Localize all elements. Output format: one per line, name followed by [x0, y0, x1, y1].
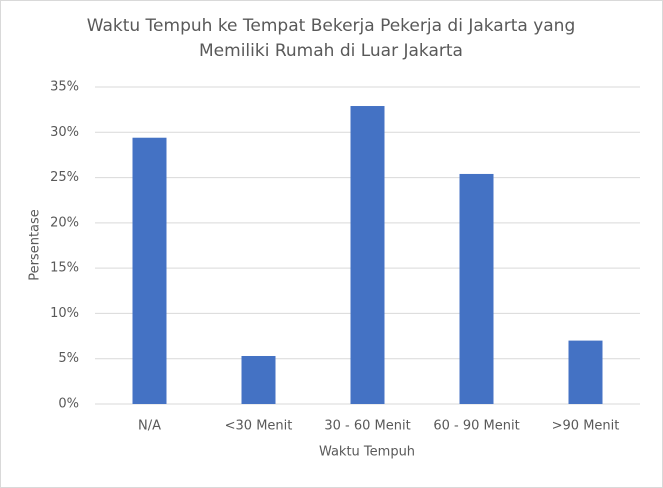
y-tick-label: 20% — [50, 215, 79, 230]
bar — [568, 340, 603, 404]
x-tick-label: 30 - 60 Menit — [324, 419, 410, 434]
bar — [350, 106, 385, 405]
x-tick-label: N/A — [138, 419, 161, 434]
y-tick-label: 15% — [50, 261, 79, 276]
x-tick-label: <30 Menit — [225, 419, 293, 434]
y-tick-label: 25% — [50, 170, 79, 185]
x-tick-label: 60 - 90 Menit — [433, 419, 519, 434]
x-tick-label: >90 Menit — [552, 419, 620, 434]
bar — [241, 355, 276, 404]
y-tick-label: 0% — [58, 397, 79, 412]
bar — [459, 173, 494, 404]
bar — [132, 137, 167, 404]
y-tick-label: 10% — [50, 306, 79, 321]
x-axis-label: Waktu Tempuh — [319, 445, 415, 460]
y-axis-label: Persentase — [28, 209, 43, 281]
y-tick-label: 35% — [50, 80, 79, 95]
chart-title: Waktu Tempuh ke Tempat Bekerja Pekerja d… — [86, 16, 576, 61]
y-tick-label: 30% — [50, 125, 79, 140]
y-tick-label: 5% — [58, 351, 79, 366]
